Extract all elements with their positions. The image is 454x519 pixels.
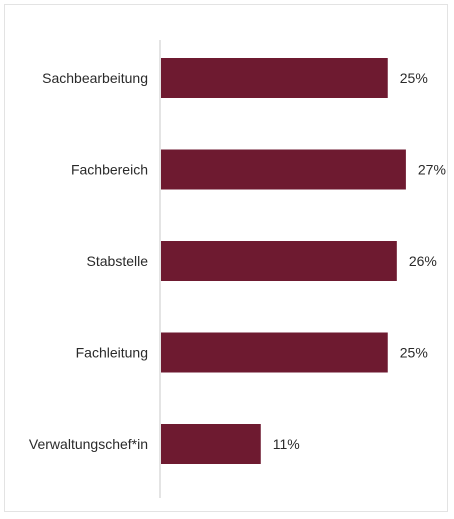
category-label: Stabstelle (87, 253, 149, 269)
bar-2 (161, 241, 397, 281)
category-labels-group: Sachbearbeitung Fachbereich Stabstelle Fach… (29, 70, 148, 452)
value-label: 27% (418, 162, 446, 178)
bar-3 (161, 332, 388, 373)
bars-group (161, 58, 406, 464)
bar-1 (161, 149, 406, 190)
bar-4 (161, 424, 261, 464)
category-label: Sachbearbeitung (42, 70, 148, 86)
category-label: Fachleitung (76, 345, 148, 361)
value-labels-group: 25% 27% 26% 25% 11% (273, 70, 446, 452)
value-label: 25% (400, 345, 428, 361)
value-label: 25% (400, 70, 428, 86)
category-label: Verwaltungschef*in (29, 436, 148, 452)
value-label: 11% (273, 436, 300, 452)
bar-0 (161, 58, 388, 98)
value-label: 26% (409, 253, 437, 269)
category-label: Fachbereich (71, 162, 148, 178)
